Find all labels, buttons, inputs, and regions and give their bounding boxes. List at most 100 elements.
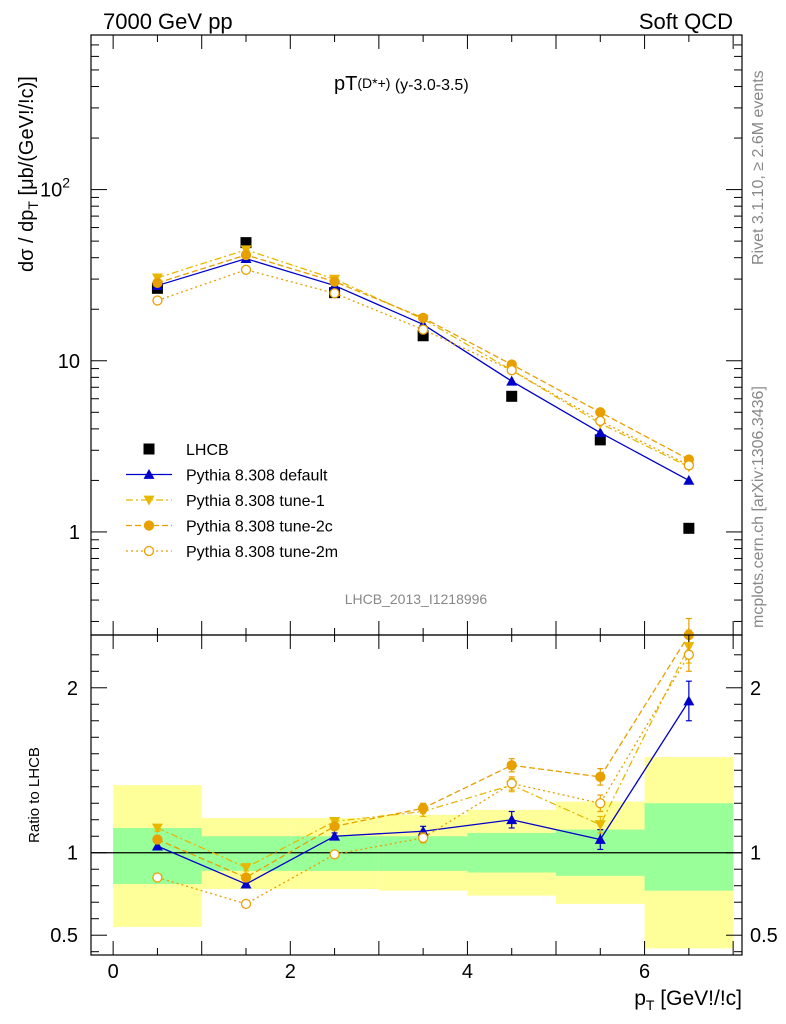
ratio-xtick-label: 6	[639, 961, 650, 983]
main-point-lhcb-1	[240, 237, 252, 249]
ratio-point-pythia-8-308-default-2	[329, 830, 341, 841]
main-line-pythia-8-308-tune-2c	[157, 254, 690, 461]
main-point-pythia-8-308-tune-2m-2	[329, 288, 340, 299]
ratio-point-pythia-8-308-tune-2m-4	[506, 778, 517, 789]
main-point-pythia-8-308-tune-2m-1	[240, 264, 252, 275]
main-point-pythia-8-308-tune-2m-4	[506, 365, 517, 376]
main-ytick-label-base: 10	[58, 351, 80, 373]
legend-marker-lhcb	[143, 443, 155, 455]
main-ytick-label: 1	[69, 522, 80, 544]
ratio-ytick-label-left: 0.5	[50, 925, 78, 947]
ratio-plot-area	[91, 617, 742, 949]
title-rest: (y-3.0-3.5)	[390, 77, 468, 94]
main-point-lhcb-6	[683, 522, 695, 534]
ratio-point-pythia-8-308-tune-2c-0	[152, 834, 163, 845]
ratio-point-pythia-8-308-tune-1-5	[594, 820, 606, 831]
main-ytick-label: 10	[58, 351, 80, 373]
ratio-point-pythia-8-308-tune-2c-5	[595, 771, 606, 783]
ratio-point-pythia-8-308-tune-1-1	[240, 863, 252, 874]
legend-label-pythia-8-308-tune-1: Pythia 8.308 tune-1	[186, 493, 325, 510]
ratio-point-pythia-8-308-tune-2c-3	[417, 803, 429, 814]
ratio-axis-ticks	[91, 635, 742, 955]
header-left: 7000 GeV pp	[103, 9, 233, 34]
ratio-frame	[90, 634, 743, 956]
ylabel-part1: dσ / dp	[16, 210, 38, 272]
rivet-version-text: Rivet 3.1.10, ≥ 2.6M events	[750, 70, 767, 265]
main-point-pythia-8-308-default-6	[683, 474, 695, 485]
main-line-pythia-8-308-tune-1	[157, 249, 690, 468]
ratio-xtick-label: 0	[108, 961, 119, 983]
main-point-pythia-8-308-tune-2c-3	[417, 312, 429, 324]
main-ytick-label-base: 10	[40, 180, 62, 202]
legend-label-pythia-8-308-tune-2m: Pythia 8.308 tune-2m	[186, 544, 338, 561]
ratio-point-pythia-8-308-default-5	[594, 834, 606, 844]
ratio-point-pythia-8-308-tune-2m-3	[417, 832, 429, 844]
main-point-pythia-8-308-tune-2c-1	[240, 249, 252, 261]
xlabel-sub: T	[646, 997, 655, 1013]
main-point-pythia-8-308-tune-2c-5	[595, 407, 606, 418]
ratio-point-pythia-8-308-tune-2m-6	[683, 649, 695, 660]
main-point-pythia-8-308-tune-2c-0	[152, 277, 163, 289]
main-point-pythia-8-308-tune-2m-6	[683, 460, 695, 471]
main-line-pythia-8-308-default	[157, 257, 690, 481]
title-sub: (D*+)	[357, 75, 390, 91]
ratio-point-pythia-8-308-default-0	[151, 840, 163, 851]
main-point-pythia-8-308-tune-2m-3	[417, 324, 429, 335]
ratio-panel: 0.5 0.5 1 1 2 2 0 2 4 6 Ratio to LHCB pT [GeV!/!…	[26, 617, 778, 1013]
ratio-point-pythia-8-308-default-6	[683, 695, 695, 706]
legend-marker-pythia-8-308-tune-1	[143, 495, 155, 506]
ratio-point-pythia-8-308-tune-2c-4	[506, 760, 517, 771]
main-point-pythia-8-308-tune-2m-5	[595, 415, 606, 427]
main-point-lhcb-4	[506, 390, 518, 402]
ratio-ytick-label-left: 1	[67, 843, 78, 865]
ratio-xtick-label: 2	[285, 961, 296, 983]
ratio-band-stat-6	[644, 803, 734, 891]
ratio-point-pythia-8-308-tune-2m-1	[240, 898, 252, 910]
ratio-ytick-label-left: 2	[67, 678, 78, 700]
x-axis-label: pT [GeV!/!c]	[634, 987, 742, 1013]
main-title: pT(D*+) (y-3.0-3.5)	[334, 73, 469, 95]
ratio-ytick-label-right: 2	[750, 678, 761, 700]
ratio-y-tick-labels: 0.5 0.5 1 1 2 2	[50, 678, 778, 947]
header-right: Soft QCD	[639, 9, 733, 34]
ratio-point-pythia-8-308-tune-2m-2	[329, 849, 340, 860]
main-point-pythia-8-308-default-5	[594, 427, 606, 438]
ratio-point-pythia-8-308-tune-2c-1	[240, 872, 252, 883]
legend: LHCB Pythia 8.308 default Pythia 8.308 tun…	[126, 442, 338, 561]
ratio-y-axis-label: Ratio to LHCB	[26, 747, 43, 843]
ratio-point-pythia-8-308-tune-2c-2	[329, 821, 340, 832]
xlabel-rest: [GeV!/!c]	[654, 987, 742, 1010]
title-main: pT	[334, 73, 357, 95]
ratio-xtick-label: 4	[462, 961, 473, 983]
ylabel-part2: [μb/(GeV!/!c)]	[16, 76, 38, 201]
main-point-pythia-8-308-tune-2c-2	[329, 276, 340, 287]
legend-marker-pythia-8-308-default	[143, 469, 155, 479]
legend-marker-pythia-8-308-tune-2m	[143, 545, 155, 557]
legend-label-pythia-8-308-tune-2c: Pythia 8.308 tune-2c	[186, 519, 333, 536]
ratio-x-tick-labels: 0 2 4 6	[108, 961, 651, 983]
main-axis-ticks	[91, 34, 742, 635]
legend-label-pythia-8-308-default: Pythia 8.308 default	[186, 468, 328, 485]
ratio-point-pythia-8-308-default-1	[240, 878, 252, 889]
ratio-point-pythia-8-308-tune-2m-5	[595, 798, 606, 809]
ratio-ytick-label-right: 0.5	[750, 925, 778, 947]
main-point-lhcb-3	[417, 330, 429, 342]
ratio-ytick-label-right: 1	[750, 843, 761, 865]
main-line-pythia-8-308-tune-2m	[157, 269, 690, 466]
ratio-point-pythia-8-308-tune-2m-0	[152, 872, 163, 883]
main-point-pythia-8-308-default-4	[506, 375, 518, 386]
source-text: mcplots.cern.ch [arXiv:1306.3436]	[750, 386, 767, 628]
legend-marker-pythia-8-308-tune-2c	[143, 520, 155, 531]
main-plot-area	[151, 237, 695, 534]
legend-label-lhcb: LHCB	[186, 442, 229, 459]
main-point-pythia-8-308-tune-2m-0	[152, 295, 163, 306]
xlabel-main: p	[634, 987, 646, 1010]
ylabel-sub: T	[25, 201, 41, 210]
main-ytick-label: 102	[40, 175, 70, 202]
main-y-axis-label: dσ / dpT [μb/(GeV!/!c)]	[16, 76, 41, 272]
main-ytick-label-exp: 2	[62, 175, 70, 191]
main-ytick-label-base: 1	[69, 522, 80, 544]
ratio-point-pythia-8-308-tune-1-0	[151, 823, 163, 834]
